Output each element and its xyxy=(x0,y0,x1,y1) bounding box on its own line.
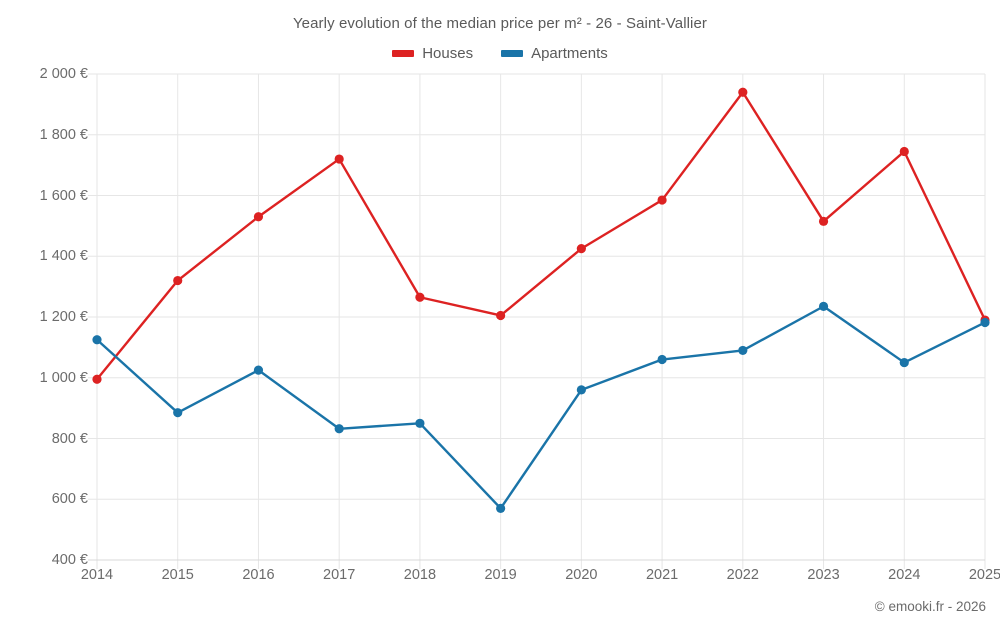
x-axis-tick-label: 2022 xyxy=(726,567,759,583)
y-axis-tick-label: 400 € xyxy=(51,552,88,568)
chart-title: Yearly evolution of the median price per… xyxy=(292,15,708,32)
x-axis-tick-label: 2015 xyxy=(161,567,194,583)
y-axis-tick-label: 1 200 € xyxy=(39,309,88,325)
data-point[interactable] xyxy=(415,418,425,428)
gridlines xyxy=(88,73,986,569)
data-point[interactable] xyxy=(818,216,829,226)
chart-legend: Houses Apartments xyxy=(0,45,1000,62)
x-axis-tick-label: 2019 xyxy=(484,567,517,583)
data-point[interactable] xyxy=(334,424,344,434)
data-point[interactable] xyxy=(738,345,748,356)
data-point[interactable] xyxy=(899,357,909,368)
x-axis-tick-label: 2020 xyxy=(565,567,598,583)
legend-swatch-houses xyxy=(392,50,415,57)
y-axis-tick-label: 1 400 € xyxy=(39,248,88,265)
x-axis-tick-label: 2021 xyxy=(645,567,679,583)
data-point[interactable] xyxy=(415,292,425,302)
data-point[interactable] xyxy=(576,385,586,395)
legend-label-houses: Houses xyxy=(422,45,474,62)
data-point[interactable] xyxy=(173,408,183,418)
data-point[interactable] xyxy=(980,317,990,328)
data-point[interactable] xyxy=(253,212,264,222)
x-axis-tick-label: 2024 xyxy=(888,567,921,583)
data-point[interactable] xyxy=(738,87,748,97)
data-point[interactable] xyxy=(576,244,586,254)
series-line-apartments xyxy=(95,305,987,510)
data-point[interactable] xyxy=(496,503,506,513)
series-layer xyxy=(92,87,990,513)
x-axis-tick-label: 2016 xyxy=(242,567,275,583)
legend-swatch-apartments xyxy=(501,50,524,57)
y-axis-tick-label: 2 000 € xyxy=(39,66,88,82)
data-point[interactable] xyxy=(92,335,102,345)
x-axis-tick-label: 2023 xyxy=(807,567,840,583)
footer-credit: © emooki.fr - 2026 xyxy=(874,599,986,614)
y-axis-tick-label: 1 000 € xyxy=(39,369,88,386)
data-point[interactable] xyxy=(657,195,667,205)
y-axis: 2 000 € 1 800 € 1 600 € 1 400 € 1 200 € 1 000… xyxy=(0,0,88,625)
legend-item-apartments[interactable]: Apartments xyxy=(501,45,608,62)
data-point[interactable] xyxy=(334,154,344,164)
data-point[interactable] xyxy=(496,310,506,321)
data-point[interactable] xyxy=(657,354,667,365)
data-point[interactable] xyxy=(818,301,829,311)
data-point[interactable] xyxy=(173,275,183,286)
y-axis-tick-label: 800 € xyxy=(51,430,88,447)
x-axis-tick-label: 2018 xyxy=(403,567,437,583)
y-axis-tick-label: 1 600 € xyxy=(39,187,88,204)
data-point[interactable] xyxy=(253,365,264,375)
y-axis-tick-label: 1 800 € xyxy=(39,126,88,143)
data-point[interactable] xyxy=(92,374,102,384)
data-point[interactable] xyxy=(899,146,909,157)
x-axis-tick-label: 2017 xyxy=(323,567,356,583)
legend-label-apartments: Apartments xyxy=(531,45,608,62)
x-axis-tick-label: 2014 xyxy=(80,567,114,583)
x-axis-tick-label: 2025 xyxy=(968,567,1000,583)
series-line-houses xyxy=(95,91,987,381)
y-axis-tick-label: 600 € xyxy=(51,491,88,508)
legend-item-houses[interactable]: Houses xyxy=(392,45,473,62)
